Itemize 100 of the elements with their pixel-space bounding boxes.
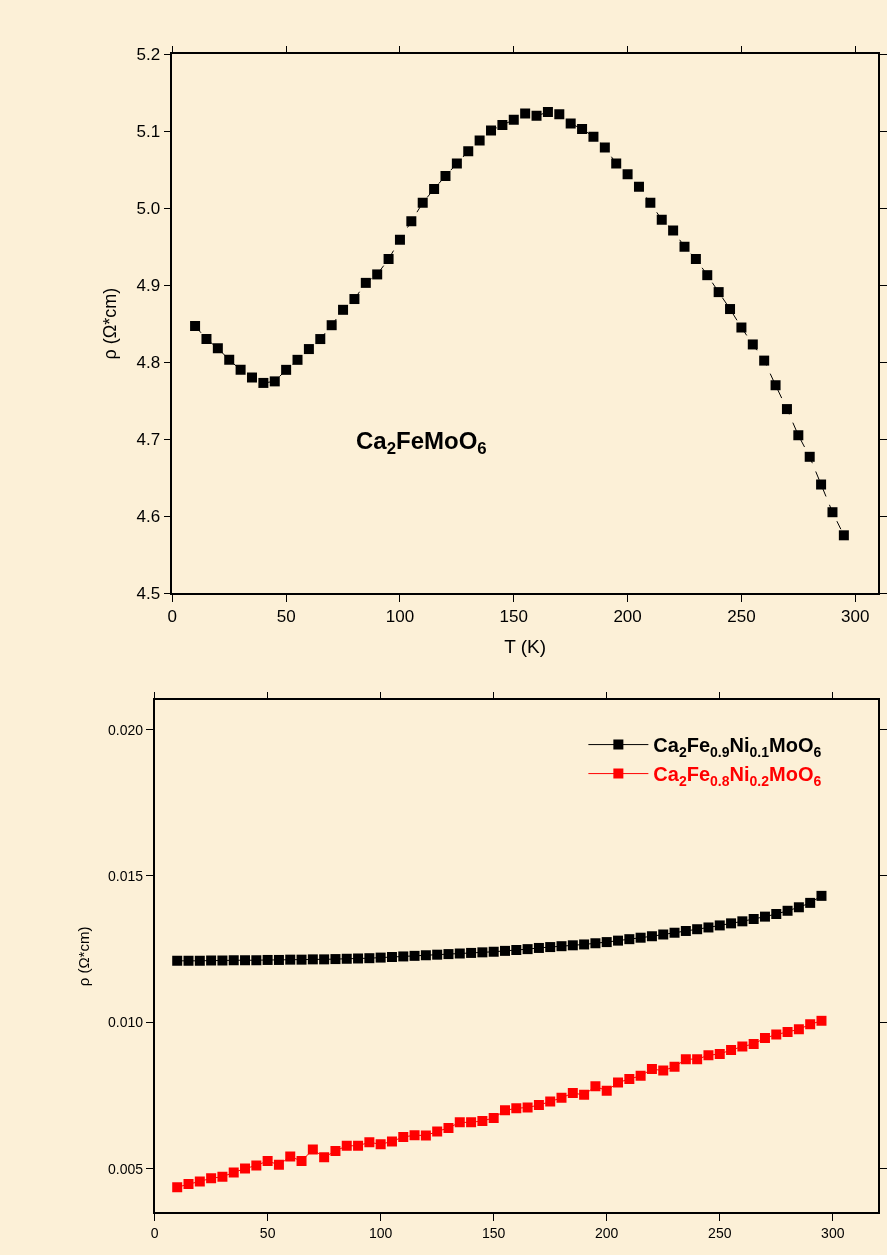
point: [319, 1152, 330, 1163]
point: [748, 913, 759, 924]
point: [240, 1163, 251, 1174]
point: [545, 1096, 556, 1107]
y-tick-label: 0.010: [108, 1014, 144, 1031]
point: [394, 234, 405, 245]
point: [782, 1026, 793, 1037]
point: [771, 909, 782, 919]
point: [246, 372, 257, 383]
point: [292, 354, 303, 365]
point: [406, 216, 417, 227]
point: [624, 1074, 635, 1085]
point: [611, 158, 622, 169]
point: [474, 135, 485, 146]
point: [781, 404, 792, 415]
point: [633, 181, 644, 192]
point: [680, 925, 691, 936]
point: [725, 304, 736, 315]
point: [251, 955, 262, 966]
point: [285, 1151, 296, 1162]
point: [172, 1182, 183, 1193]
x-tick-label: 50: [259, 1225, 276, 1242]
point: [296, 1155, 307, 1166]
point: [703, 1050, 714, 1061]
y-tick-label: 4.8: [136, 353, 161, 373]
point: [217, 955, 228, 966]
x-tick-label: 50: [276, 607, 296, 627]
point: [635, 932, 646, 943]
x-tick-label: 250: [727, 607, 756, 627]
point: [386, 952, 397, 963]
point: [262, 954, 273, 965]
point: [635, 1070, 646, 1081]
y-tick-label: 4.6: [136, 507, 161, 527]
x-tick-label: 150: [482, 1225, 506, 1242]
point: [194, 955, 205, 966]
point: [556, 1092, 567, 1103]
x-tick-label: 100: [385, 607, 415, 627]
point: [805, 1019, 816, 1030]
point: [511, 1103, 522, 1114]
point: [420, 1130, 431, 1141]
x-tick-label: 300: [821, 1225, 845, 1242]
point: [285, 954, 296, 965]
point: [816, 479, 827, 490]
point: [508, 114, 519, 125]
point: [477, 947, 488, 958]
point: [375, 952, 386, 963]
point: [545, 942, 556, 953]
point: [838, 530, 849, 541]
x-tick-label: 150: [499, 607, 528, 627]
point: [759, 1033, 770, 1044]
point: [273, 1159, 284, 1170]
y-tick-label: 4.7: [136, 430, 161, 450]
point: [737, 1041, 748, 1052]
point: [307, 1144, 318, 1155]
point: [542, 107, 553, 118]
point: [690, 254, 701, 265]
point: [669, 1061, 680, 1072]
point: [816, 890, 827, 901]
point: [668, 225, 679, 236]
point: [372, 269, 383, 280]
point: [432, 1126, 443, 1137]
point: [782, 905, 793, 916]
y-tick-label: 4.5: [136, 583, 161, 603]
point: [338, 304, 349, 315]
point: [714, 920, 725, 931]
point: [692, 1054, 703, 1065]
point: [429, 183, 440, 194]
point: [262, 1155, 273, 1166]
x-tick-label: 0: [167, 607, 178, 627]
point: [190, 320, 201, 331]
point: [601, 937, 612, 948]
point: [590, 938, 601, 949]
point: [656, 214, 667, 225]
point: [172, 955, 183, 966]
point: [432, 949, 443, 960]
y-tick-label: 0.020: [108, 721, 144, 738]
point: [520, 108, 531, 119]
point: [601, 1085, 612, 1096]
x-tick-label: 0: [150, 1225, 159, 1242]
point: [500, 945, 510, 956]
point: [692, 924, 703, 935]
point: [793, 902, 804, 913]
point: [522, 1102, 533, 1113]
point: [624, 934, 635, 945]
point: [217, 1171, 228, 1182]
point: [463, 146, 474, 157]
point: [398, 1132, 409, 1142]
point: [736, 322, 747, 333]
point: [646, 1064, 657, 1075]
point: [669, 927, 680, 938]
point: [349, 294, 360, 305]
point: [759, 355, 770, 366]
point: [726, 918, 737, 929]
point: [409, 1130, 420, 1141]
point: [409, 950, 420, 961]
point: [759, 911, 770, 922]
point: [454, 948, 465, 959]
point: [703, 922, 714, 933]
point: [579, 1089, 590, 1100]
point: [206, 1173, 217, 1184]
